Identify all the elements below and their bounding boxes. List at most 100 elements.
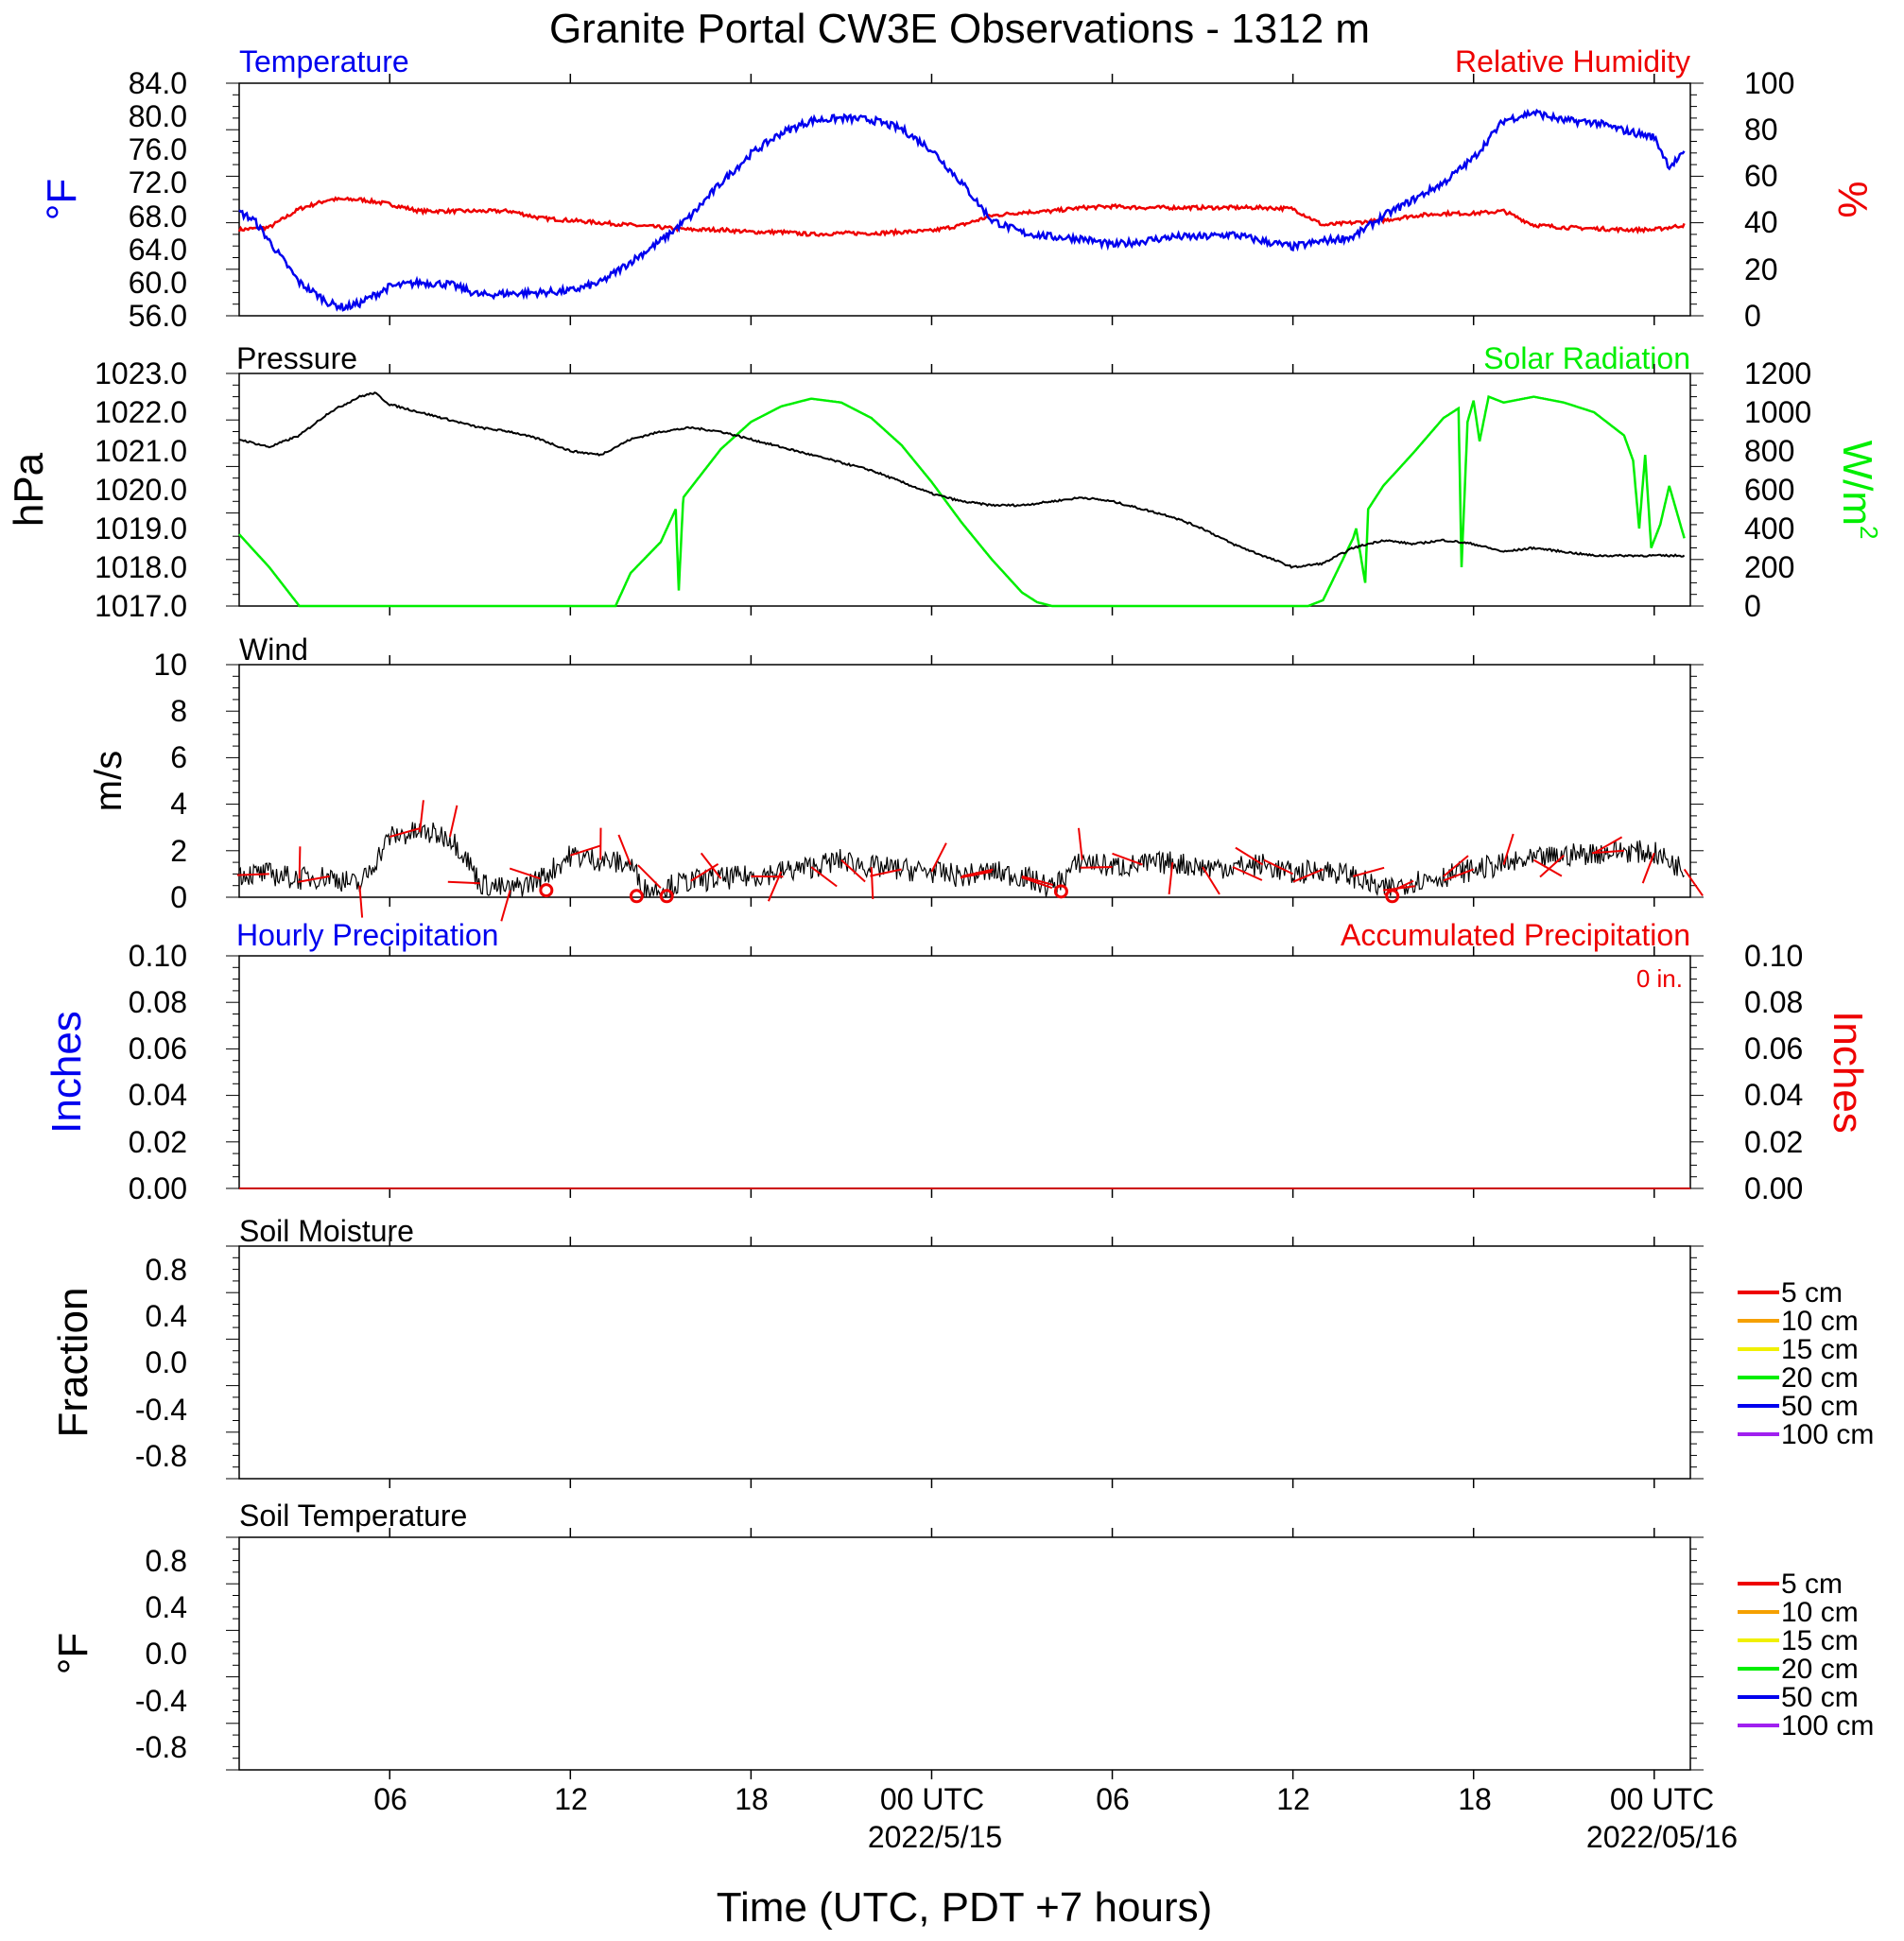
axis-ticks [226,655,1704,907]
axis-ticks [226,364,1704,615]
tick-label: 1000 [1744,395,1811,429]
solar-ticks: 1200 1000 800 600 400 200 0 [1744,356,1811,623]
panel-soil-moisture: Soil Moisture Fraction 0.8 0.4 0.0 -0.4 … [50,1214,1874,1488]
soil-moisture-unit: Fraction [50,1288,96,1438]
x-tick-label: 00 UTC [1610,1782,1714,1816]
hourly-precip-ticks: 0.10 0.08 0.06 0.04 0.02 0.00 [129,939,187,1205]
x-tick-label: 18 [735,1782,769,1816]
wind-barb [617,834,632,865]
tick-label: 0 [1744,589,1761,623]
humidity-title: Relative Humidity [1455,44,1690,78]
tick-label: 0.00 [1744,1171,1803,1205]
pressure-unit: hPa [6,452,52,527]
wind-barb [1202,866,1220,895]
x-tick-label: 00 UTC [880,1782,984,1816]
wind-barb [1021,876,1053,890]
legend-label: 5 cm [1781,1568,1843,1600]
chart-title: Granite Portal CW3E Observations - 1312 … [549,6,1370,52]
tick-label: 60.0 [129,266,187,300]
wind-barb [1021,875,1054,886]
tick-label: 0.4 [146,1299,187,1333]
soil-temperature-unit: °F [50,1633,96,1674]
legend-label: 5 cm [1781,1277,1843,1308]
x-tick-label: 18 [1458,1782,1492,1816]
pressure-solar-marks [226,364,1704,615]
wind-barb [419,800,424,833]
wind-speed-line [238,822,1685,900]
wind-barb [1168,861,1174,895]
tick-label: 0.00 [129,1171,187,1205]
wind-barb [1292,868,1324,883]
tick-label: 1021.0 [95,434,187,468]
axis-ticks [226,946,1704,1198]
panel-temperature-humidity: Temperature Relative Humidity °F % 84.0 … [39,44,1876,333]
temperature-title: Temperature [239,44,409,78]
tick-label: 8 [170,694,187,728]
wind-barb [840,858,866,883]
solar-unit-sup: 2 [1855,526,1883,539]
legend-label: 50 cm [1781,1391,1859,1422]
wind-barb [637,864,662,889]
wind-barb [389,826,422,839]
wind-barb [1591,849,1625,855]
tick-label: 80.0 [129,99,187,133]
x-tick-label: 06 [373,1782,407,1816]
tick-label: 0.4 [146,1590,187,1624]
x-tick-label: 12 [1276,1782,1310,1816]
legend-label: 15 cm [1781,1625,1859,1656]
wind-barb [358,885,364,918]
tick-label: 1018.0 [95,550,187,584]
plot-frame [238,1536,1691,1771]
solar-unit-base: W/m [1834,441,1880,526]
hourly-precip-title: Hourly Precipitation [236,918,498,952]
soil-moisture-legend: 5 cm 10 cm 15 cm 20 cm 50 cm 100 cm [1738,1277,1874,1450]
legend-label: 100 cm [1781,1419,1874,1450]
wind-barb [1532,858,1563,877]
wind-barb [810,866,838,888]
wind-barb [700,852,722,879]
tick-label: -0.4 [135,1393,187,1427]
panel-precipitation: Hourly Precipitation Accumulated Precipi… [43,918,1871,1205]
x-tick-label: 12 [554,1782,588,1816]
soil-temperature-ticks: 0.8 0.4 0.0 -0.4 -0.8 [135,1544,187,1764]
soil-temperature-legend: 5 cm 10 cm 15 cm 20 cm 50 cm 100 cm [1738,1568,1874,1742]
tick-label: -0.8 [135,1730,187,1764]
calm-wind-circle [1053,884,1068,899]
tick-label: 0.08 [129,985,187,1019]
tick-label: 600 [1744,473,1794,507]
tick-label: 0.10 [129,939,187,973]
panel-wind: Wind m/s 10 8 6 4 2 0 [88,633,1704,922]
tick-label: 0.02 [129,1125,187,1159]
tick-label: -0.4 [135,1684,187,1718]
x-date-label: 2022/5/15 [868,1820,1002,1854]
wind-barb [1263,858,1294,875]
plot-frame [238,955,1691,1189]
tick-label: 20 [1744,252,1778,286]
tick-label: 1022.0 [95,395,187,429]
tick-label: 0.10 [1744,939,1803,973]
wind-barb [509,867,541,880]
tick-label: 0.8 [146,1253,187,1287]
legend-label: 100 cm [1781,1710,1874,1742]
wind-marks [226,655,1704,922]
wind-barb [1078,827,1083,860]
wind-barb [930,842,947,873]
tick-label: 1019.0 [95,511,187,546]
x-axis-title: Time (UTC, PDT +7 hours) [717,1884,1212,1931]
wind-barb [236,873,269,876]
tick-label: 4 [170,787,187,821]
wind-barb [870,866,874,900]
pressure-line [238,391,1686,569]
temperature-unit: °F [39,179,85,220]
x-tick-label: 06 [1096,1782,1130,1816]
soil-moisture-ticks: 0.8 0.4 0.0 -0.4 -0.8 [135,1253,187,1473]
tick-label: 0.04 [1744,1078,1803,1112]
wind-barb [500,890,511,922]
tick-label: -0.8 [135,1439,187,1473]
tick-label: 0.06 [129,1031,187,1066]
precipitation-marks [226,946,1704,1198]
temperature-line [238,108,1686,312]
plot-frame [238,373,1691,607]
wind-barb [1641,852,1655,884]
